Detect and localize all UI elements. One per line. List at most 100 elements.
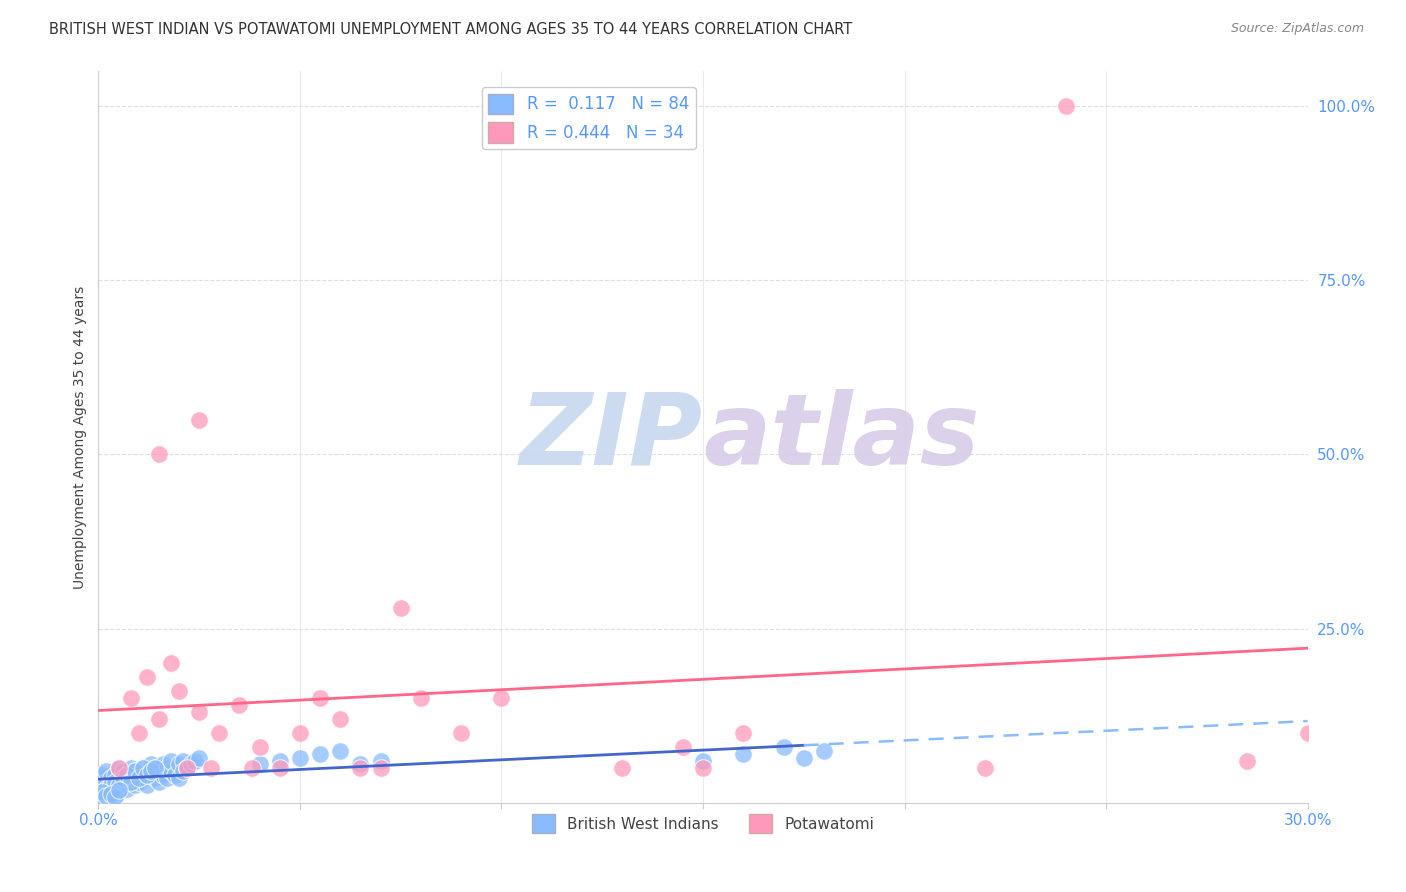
Point: [115, 775, 138, 789]
Point: [167, 772, 190, 786]
Point: [269, 754, 291, 768]
Point: [160, 754, 183, 768]
Point: [111, 764, 134, 779]
Point: [974, 761, 997, 775]
Point: [269, 761, 291, 775]
Point: [329, 743, 352, 757]
Point: [120, 772, 142, 786]
Point: [167, 757, 190, 772]
Point: [91, 785, 114, 799]
Point: [143, 772, 166, 786]
Point: [91, 772, 114, 786]
Point: [733, 747, 755, 761]
Point: [176, 761, 198, 775]
Point: [96, 789, 118, 803]
Point: [172, 764, 194, 779]
Point: [167, 684, 190, 698]
Point: [692, 761, 714, 775]
Point: [152, 768, 174, 782]
Point: [672, 740, 695, 755]
Point: [793, 750, 815, 764]
Point: [309, 691, 332, 706]
Point: [152, 757, 174, 772]
Point: [188, 412, 211, 426]
Point: [148, 775, 170, 789]
Point: [100, 778, 122, 792]
Point: [124, 764, 146, 779]
Point: [772, 740, 794, 755]
Point: [128, 772, 150, 786]
Point: [100, 789, 122, 803]
Point: [135, 778, 157, 792]
Point: [135, 768, 157, 782]
Point: [188, 750, 211, 764]
Point: [120, 775, 142, 789]
Point: [128, 775, 150, 789]
Point: [1054, 99, 1077, 113]
Point: [813, 743, 835, 757]
Point: [491, 691, 513, 706]
Point: [148, 448, 170, 462]
Point: [176, 761, 198, 775]
Point: [96, 781, 118, 796]
Point: [180, 757, 202, 772]
Point: [733, 726, 755, 740]
Point: [107, 783, 129, 797]
Point: [128, 768, 150, 782]
Point: [100, 772, 122, 786]
Point: [370, 754, 392, 768]
Point: [200, 761, 222, 775]
Point: [115, 768, 138, 782]
Point: [91, 778, 114, 792]
Point: [135, 670, 157, 684]
Point: [143, 761, 166, 775]
Point: [87, 781, 110, 796]
Point: [612, 761, 634, 775]
Point: [107, 778, 129, 792]
Point: [96, 775, 118, 789]
Point: [111, 778, 134, 792]
Point: [156, 761, 179, 775]
Point: [240, 761, 263, 775]
Point: [107, 761, 129, 775]
Point: [329, 712, 352, 726]
Text: ZIP: ZIP: [520, 389, 703, 485]
Y-axis label: Unemployment Among Ages 35 to 44 years: Unemployment Among Ages 35 to 44 years: [73, 285, 87, 589]
Point: [148, 712, 170, 726]
Point: [100, 778, 122, 792]
Point: [228, 698, 250, 713]
Point: [91, 768, 114, 782]
Point: [309, 747, 332, 761]
Point: [1296, 726, 1319, 740]
Point: [132, 761, 155, 775]
Point: [120, 761, 142, 775]
Point: [132, 772, 155, 786]
Point: [156, 772, 179, 786]
Point: [100, 788, 122, 802]
Point: [124, 778, 146, 792]
Point: [692, 754, 714, 768]
Point: [135, 764, 157, 779]
Point: [409, 691, 432, 706]
Point: [103, 790, 125, 805]
Point: [128, 726, 150, 740]
Point: [103, 781, 125, 796]
Point: [87, 775, 110, 789]
Point: [288, 726, 311, 740]
Point: [349, 757, 371, 772]
Point: [370, 761, 392, 775]
Point: [111, 772, 134, 786]
Point: [124, 764, 146, 779]
Point: [349, 761, 371, 775]
Point: [450, 726, 472, 740]
Point: [120, 691, 142, 706]
Point: [184, 754, 207, 768]
Point: [249, 757, 271, 772]
Point: [208, 726, 231, 740]
Point: [111, 772, 134, 786]
Point: [139, 757, 162, 772]
Point: [172, 754, 194, 768]
Point: [103, 768, 125, 782]
Point: [188, 705, 211, 719]
Point: [139, 768, 162, 782]
